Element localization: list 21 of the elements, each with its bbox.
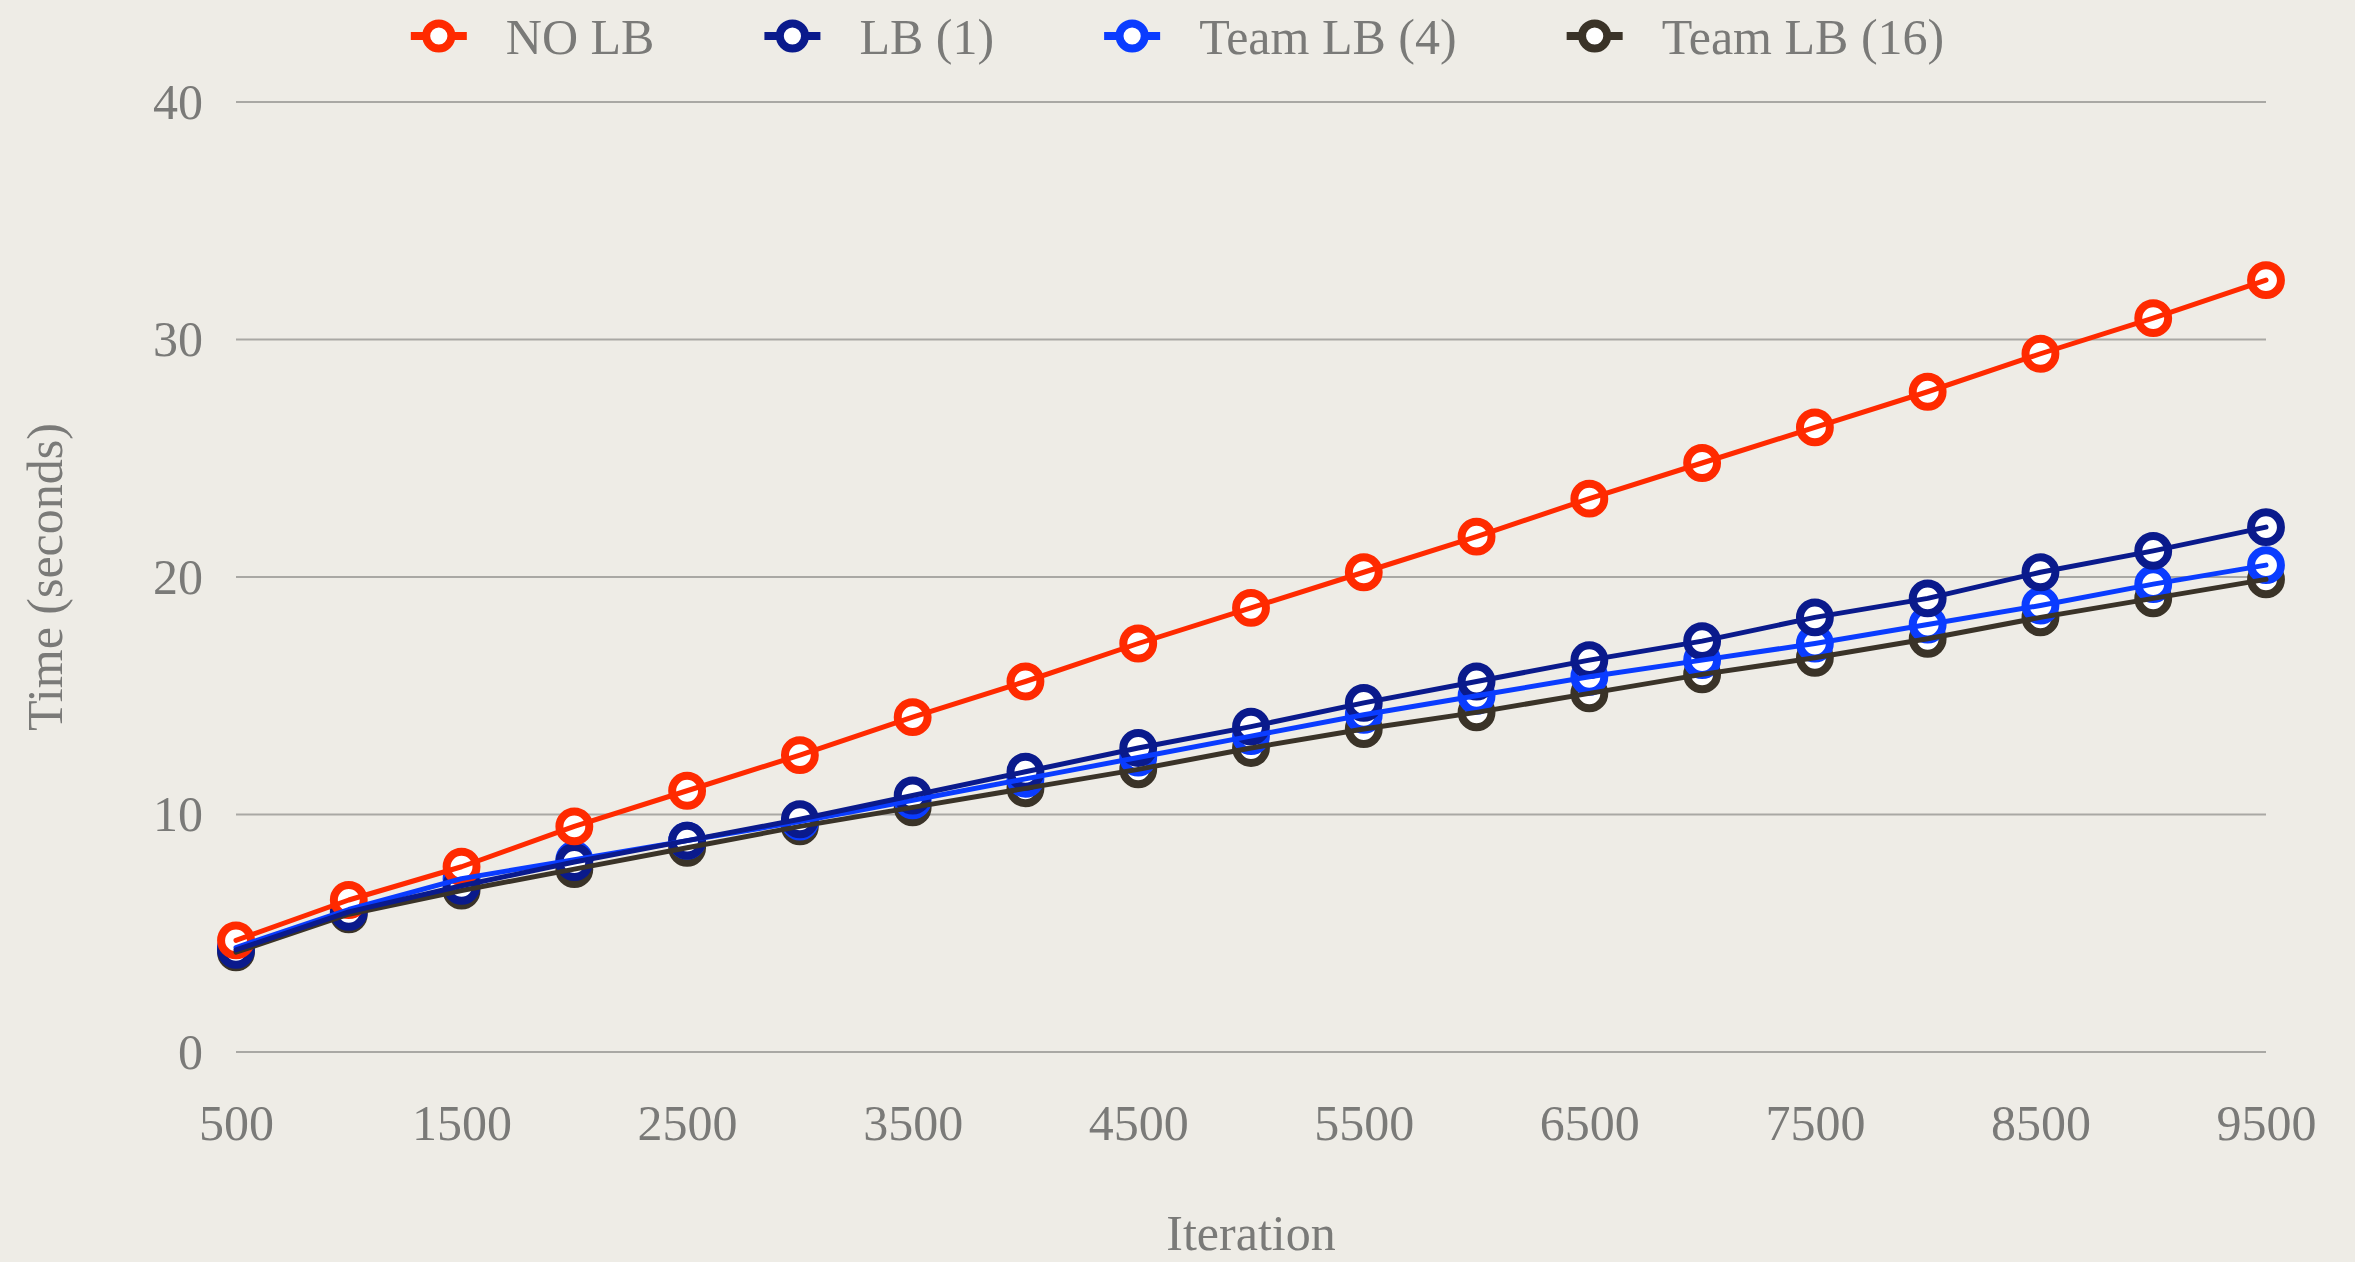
x-tick-label: 5500 xyxy=(1314,1095,1415,1151)
legend-label: LB (1) xyxy=(859,8,995,65)
x-tick-label: 500 xyxy=(199,1095,274,1151)
y-tick-label: 30 xyxy=(153,311,203,367)
x-tick-label: 3500 xyxy=(863,1095,964,1151)
x-tick-label: 2500 xyxy=(637,1095,738,1151)
x-tick-label: 4500 xyxy=(1088,1095,1189,1151)
x-tick-label: 6500 xyxy=(1539,1095,1640,1151)
y-tick-label: 0 xyxy=(178,1023,203,1080)
x-tick-label: 9500 xyxy=(2216,1095,2317,1151)
x-tick-label: 8500 xyxy=(1990,1095,2091,1151)
legend-label: NO LB xyxy=(505,8,655,65)
x-tick-label: 7500 xyxy=(1765,1095,1866,1151)
y-axis-title: Time (seconds) xyxy=(17,423,73,731)
y-tick-label: 10 xyxy=(153,786,203,842)
x-tick-label: 1500 xyxy=(412,1095,513,1151)
legend-label: Team LB (4) xyxy=(1199,8,1457,65)
legend-label: Team LB (16) xyxy=(1661,8,1945,65)
y-tick-label: 20 xyxy=(153,548,203,605)
x-axis-title: Iteration xyxy=(1166,1205,1336,1261)
y-tick-label: 40 xyxy=(153,73,203,130)
